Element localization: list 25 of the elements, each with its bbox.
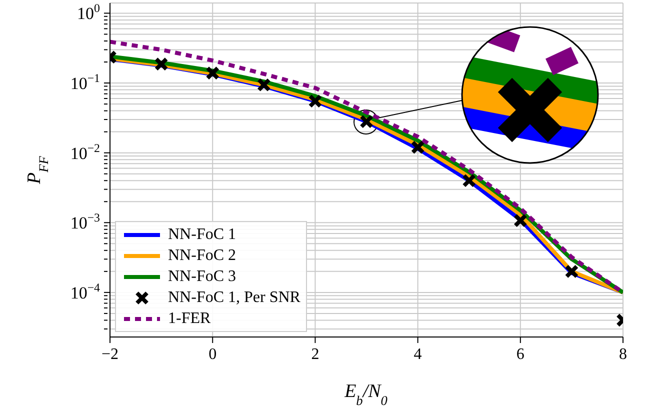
point — [410, 140, 425, 154]
legend-label: NN-FoC 3 — [168, 268, 236, 286]
y-tick-label: 10$^{−2}$ — [70, 140, 100, 163]
point — [308, 94, 322, 108]
point — [154, 57, 168, 72]
y-tick-label: 10$^{−1}$ — [70, 71, 100, 94]
legend-label: 1-FER — [168, 310, 211, 328]
x-tick-label: −2 — [101, 346, 119, 363]
x-tick-label: 2 — [311, 346, 320, 363]
x-tick-label: 4 — [414, 346, 422, 363]
legend-label: NN-FoC 2 — [168, 246, 236, 264]
y-tick-label: 10$^{−3}$ — [70, 210, 100, 233]
x-tick-label: 6 — [516, 346, 524, 363]
point — [564, 264, 579, 278]
point — [206, 66, 220, 80]
y-tick-label: 10$^{−4}$ — [70, 280, 100, 302]
x-tick-label: 0 — [208, 346, 217, 363]
x-axis-title: E$_{b}$/N$_{0}$ — [344, 381, 388, 408]
legend-label: NN-FoC 1, Per SNR — [168, 288, 300, 306]
y-tick-label: 10$^{0}$ — [77, 1, 100, 24]
point — [256, 78, 271, 92]
point — [462, 174, 476, 188]
point — [513, 214, 528, 228]
legend-label: NN-FoC 1 — [168, 226, 236, 244]
x-tick-label: 8 — [619, 346, 627, 363]
